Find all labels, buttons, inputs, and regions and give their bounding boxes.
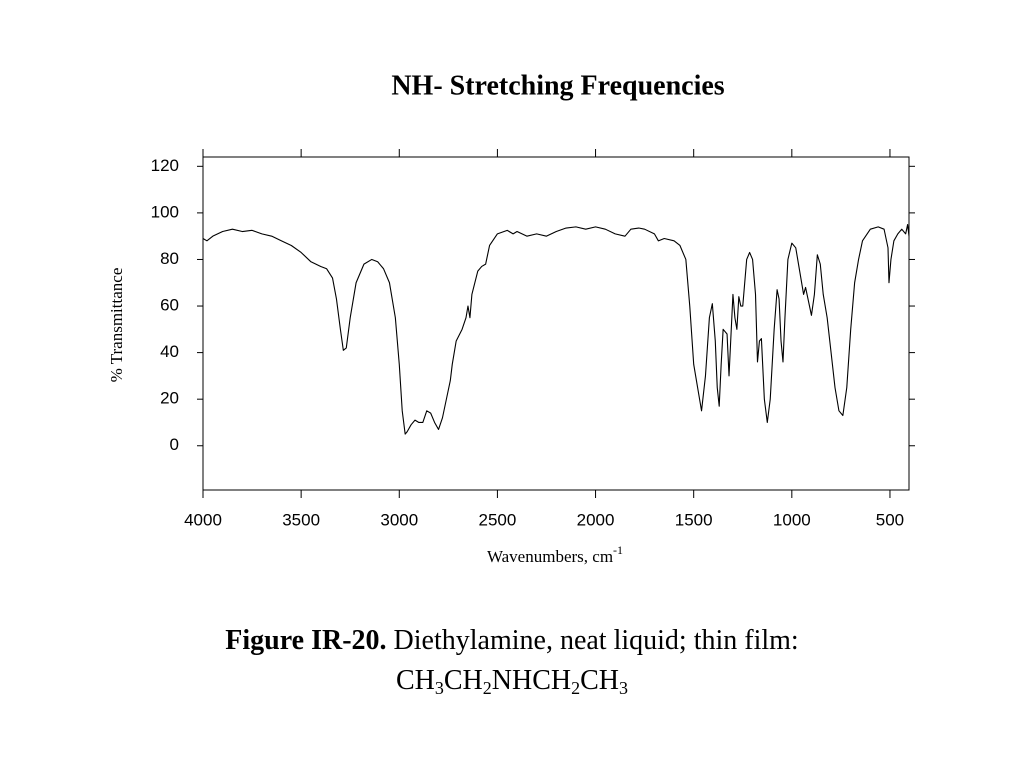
caption-text: Diethylamine, neat liquid; thin film: [394,625,799,656]
y-tick-label: 100 [151,202,179,221]
spectrum-line [202,223,910,435]
formula: CH3CH2NHCH2CH3 [396,665,628,698]
x-tick-label: 3000 [380,510,418,529]
y-tick-label: 120 [151,156,179,175]
formula-subscript: 3 [435,678,444,698]
x-tick-label: 1000 [773,510,811,529]
x-axis-label-text: Wavenumbers, cm [487,547,613,566]
formula-part: CH [396,665,435,696]
x-tick-label: 3500 [282,510,320,529]
x-tick-label: 4000 [184,510,222,529]
formula-part: CH [580,665,619,696]
x-axis-label: Wavenumbers, cm-1 [487,543,623,566]
caption-space [387,625,394,656]
chart-title: NH- Stretching Frequencies [391,70,724,101]
formula-subscript: 2 [571,678,580,698]
y-tick-label: 20 [160,389,179,408]
x-axis-label-sup: -1 [613,543,623,557]
y-tick-label: 40 [160,342,179,361]
formula-part: NHCH [492,665,571,696]
x-tick-label: 2000 [577,510,615,529]
x-tick-label: 500 [876,510,904,529]
x-tick-label: 1500 [675,510,713,529]
y-axis-label: % Transmittance [107,268,126,383]
formula-subscript: 2 [483,678,492,698]
caption-bold: Figure IR-20. [225,625,386,656]
formula-part: CH [444,665,483,696]
y-tick-label: 60 [160,296,179,315]
y-tick-label: 0 [170,435,179,454]
formula-subscript: 3 [619,678,628,698]
plot-frame [202,156,910,491]
x-tick-label: 2500 [478,510,516,529]
y-tick-label: 80 [160,249,179,268]
caption: Figure IR-20. Diethylamine, neat liquid;… [225,625,798,656]
